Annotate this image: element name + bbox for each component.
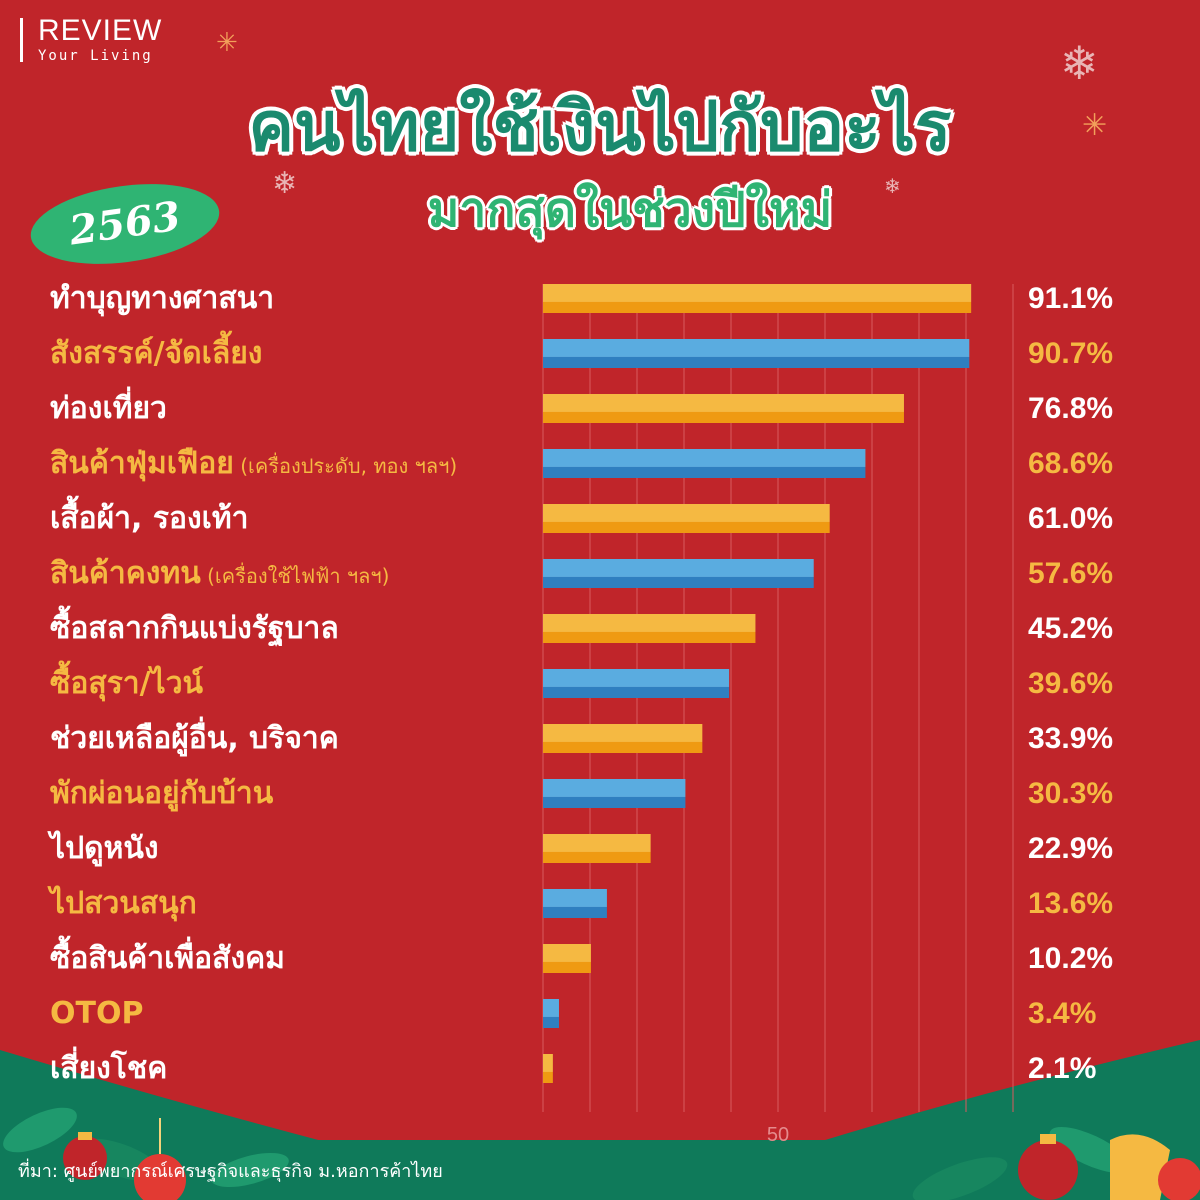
category-label: เสื้อผ้า, รองเท้า — [50, 499, 249, 539]
category-label: สังสรรค์/จัดเลี้ยง — [50, 334, 262, 374]
bar — [543, 669, 730, 698]
bar — [543, 339, 970, 368]
bar — [543, 944, 591, 973]
value-label: 13.6% — [1028, 887, 1114, 920]
category-name: OTOP — [50, 996, 144, 1031]
category-label: สินค้าคงทน (เครื่องใช้ไฟฟ้า ฯลฯ) — [50, 554, 389, 594]
value-label: 10.2% — [1028, 942, 1114, 975]
bar — [543, 779, 686, 808]
category-name: สังสรรค์/จัดเลี้ยง — [50, 336, 263, 371]
brand-tagline: Your Living — [38, 48, 153, 64]
sparkle-icon: ✳ — [216, 28, 238, 58]
value-label: 61.0% — [1028, 502, 1114, 535]
category-name: ซื้อสลากกินแบ่งรัฐบาล — [50, 611, 339, 646]
category-name: เสี่ยงโชค — [50, 1051, 168, 1086]
snowflake-icon: ❄ — [272, 166, 298, 201]
bar — [543, 889, 607, 918]
category-label: พักผ่อนอยู่กับบ้าน — [50, 774, 273, 814]
category-name: เสื้อผ้า, รองเท้า — [50, 501, 249, 536]
category-name: ท่องเที่ยว — [50, 391, 167, 426]
category-label: OTOP — [50, 994, 143, 1034]
value-label: 68.6% — [1028, 447, 1114, 480]
value-label: 33.9% — [1028, 722, 1114, 755]
category-name: ไปดูหนัง — [50, 831, 159, 866]
x-tick-label: 50 — [767, 1124, 789, 1146]
value-label: 2.1% — [1028, 1052, 1097, 1085]
value-label: 91.1% — [1028, 282, 1114, 315]
category-label: ไปสวนสนุก — [50, 884, 197, 924]
category-label: ช่วยเหลือผู้อื่น, บริจาค — [50, 719, 339, 759]
category-name: ไปสวนสนุก — [50, 886, 197, 921]
value-label: 39.6% — [1028, 667, 1114, 700]
category-label: ไปดูหนัง — [50, 829, 159, 869]
bar — [543, 724, 703, 753]
value-label: 30.3% — [1028, 777, 1114, 810]
sparkle-icon: ✳ — [1082, 108, 1108, 143]
value-label: 90.7% — [1028, 337, 1114, 370]
bar — [543, 449, 866, 478]
category-note: (เครื่องประดับ, ทอง ฯลฯ) — [233, 454, 458, 478]
bar — [543, 614, 756, 643]
category-name: ซื้อสุรา/ไวน์ — [50, 666, 204, 701]
category-name: สินค้าคงทน — [50, 556, 201, 591]
page-title: คนไทยใช้เงินไปกับอะไร — [248, 88, 952, 167]
bar — [543, 834, 651, 863]
category-label: ทำบุญทางศาสนา — [50, 279, 274, 319]
brand-divider — [20, 18, 23, 62]
category-name: ซื้อสินค้าเพื่อสังคม — [50, 941, 285, 976]
bar — [543, 394, 904, 423]
source-note: ที่มา: ศูนย์พยากรณ์เศรษฐกิจและธุรกิจ ม.ห… — [18, 1161, 443, 1182]
value-label: 45.2% — [1028, 612, 1114, 645]
category-label: เสี่ยงโชค — [50, 1049, 167, 1089]
value-label: 76.8% — [1028, 392, 1114, 425]
page-subtitle: มากสุดในช่วงปีใหม่ — [427, 182, 833, 238]
category-label: สินค้าฟุ่มเฟือย (เครื่องประดับ, ทอง ฯลฯ) — [50, 444, 457, 484]
bar — [543, 504, 830, 533]
value-label: 22.9% — [1028, 832, 1114, 865]
category-label: ซื้อสุรา/ไวน์ — [50, 664, 203, 704]
brand-name: REVIEW — [38, 14, 163, 47]
snowflake-icon: ❄ — [884, 174, 901, 198]
category-note: (เครื่องใช้ไฟฟ้า ฯลฯ) — [200, 564, 390, 588]
value-label: 3.4% — [1028, 997, 1097, 1030]
bar — [543, 1054, 553, 1083]
category-name: ทำบุญทางศาสนา — [50, 281, 275, 316]
snowflake-icon: ❄ — [1060, 36, 1099, 90]
category-label: ซื้อสินค้าเพื่อสังคม — [50, 939, 285, 979]
holiday-decoration — [0, 1040, 1200, 1200]
category-label: ซื้อสลากกินแบ่งรัฐบาล — [50, 609, 339, 649]
category-label: ท่องเที่ยว — [50, 389, 167, 429]
category-name: สินค้าฟุ่มเฟือย — [50, 446, 234, 481]
bar — [543, 999, 559, 1028]
value-label: 57.6% — [1028, 557, 1114, 590]
category-name: ช่วยเหลือผู้อื่น, บริจาค — [50, 721, 339, 756]
bar — [543, 559, 814, 588]
category-name: พักผ่อนอยู่กับบ้าน — [50, 776, 274, 811]
bar — [543, 284, 972, 313]
